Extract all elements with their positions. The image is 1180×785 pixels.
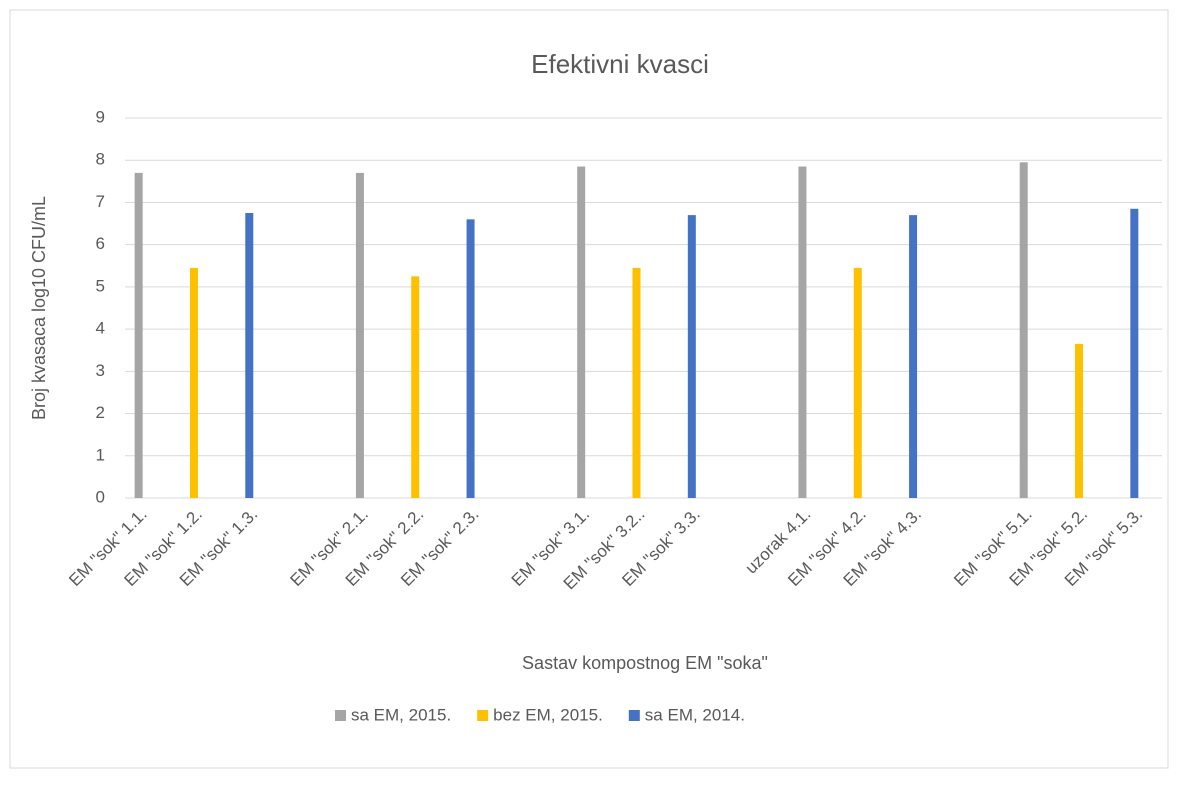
bar — [411, 276, 420, 498]
y-tick-label: 7 — [96, 192, 105, 211]
y-tick-label: 1 — [96, 445, 105, 464]
legend-label: sa EM, 2015. — [351, 705, 451, 724]
x-axis-label: Sastav kompostnog EM "soka" — [522, 653, 768, 673]
bar — [577, 166, 586, 499]
bar — [466, 219, 475, 499]
bar — [245, 213, 254, 498]
legend-label: sa EM, 2014. — [645, 705, 745, 724]
legend-swatch — [477, 710, 489, 721]
legend-swatch — [335, 710, 346, 721]
bar — [798, 166, 807, 499]
y-tick-label: 6 — [96, 234, 105, 253]
bar — [853, 267, 862, 498]
y-tick-label: 5 — [96, 276, 105, 295]
bar — [189, 267, 198, 498]
legend-label: bez EM, 2015. — [493, 705, 603, 724]
bar — [355, 172, 364, 498]
bar — [909, 215, 918, 498]
y-tick-label: 4 — [96, 319, 105, 338]
bar — [1075, 343, 1084, 498]
chart-border — [9, 9, 1169, 769]
y-tick-label: 9 — [96, 107, 105, 126]
y-tick-label: 2 — [96, 403, 105, 422]
bar — [687, 215, 696, 498]
bar — [1130, 208, 1139, 498]
bar — [632, 267, 641, 498]
bar — [134, 172, 143, 498]
y-axis-label: Broj kvasaca log10 CFU/mL — [29, 196, 49, 420]
y-tick-label: 3 — [96, 361, 105, 380]
y-tick-label: 8 — [96, 150, 105, 169]
y-tick-label: 0 — [96, 487, 105, 506]
legend-swatch — [628, 710, 640, 721]
chart-title: Efektivni kvasci — [531, 49, 709, 79]
bar — [1019, 162, 1028, 499]
